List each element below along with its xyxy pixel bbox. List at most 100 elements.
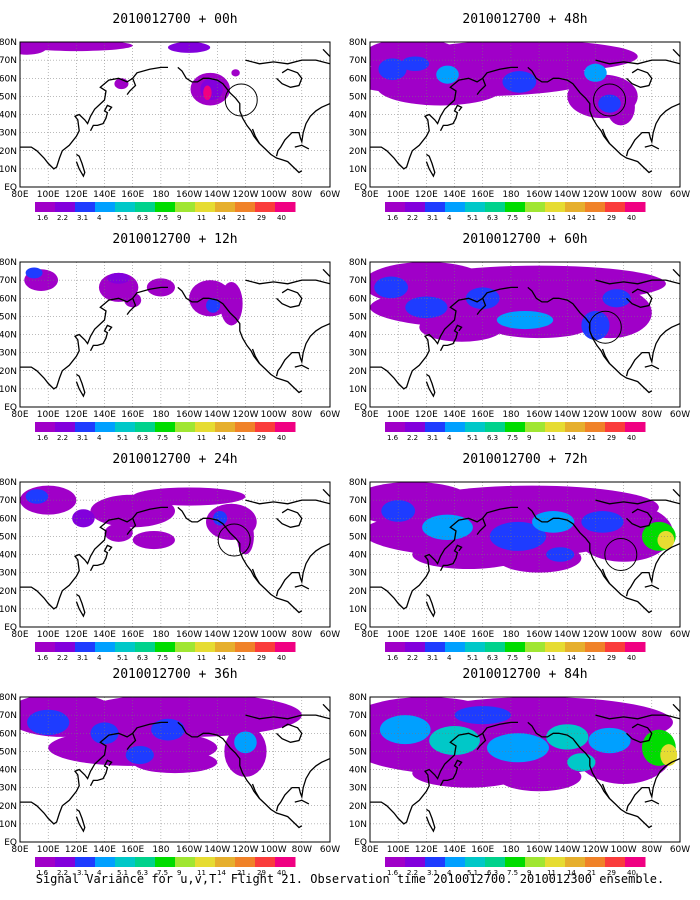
coastline: [177, 506, 303, 614]
colorbar-label: 7.5: [507, 214, 518, 222]
x-tick-label: 140E: [93, 190, 116, 200]
colorbar-label: 1.6: [387, 869, 399, 877]
x-tick-label: 100W: [261, 845, 287, 855]
colorbar-swatch: [35, 642, 56, 652]
colorbar-swatch: [115, 642, 136, 652]
coastline: [245, 59, 330, 65]
colorbar-label: 1.6: [387, 214, 399, 222]
y-tick-label: 40N: [0, 331, 17, 341]
coastline: [370, 721, 518, 825]
coastline: [251, 568, 261, 584]
coastline: [276, 288, 303, 308]
colorbar-swatch: [605, 642, 626, 652]
x-tick-label: 160W: [526, 845, 552, 855]
x-tick-label: 160E: [471, 845, 494, 855]
variance-contour: [167, 42, 211, 53]
x-tick-label: 120W: [582, 410, 608, 420]
colorbar-label: 1.6: [387, 434, 399, 442]
coastline: [476, 78, 487, 95]
colorbar-swatch: [425, 422, 446, 432]
colorbar-label: 3.1: [77, 214, 88, 222]
y-tick-label: 70N: [349, 496, 367, 506]
coastline: [626, 288, 653, 308]
variance-contour: [206, 298, 221, 313]
y-tick-label: 30N: [349, 784, 367, 794]
x-tick-label: 100E: [37, 190, 60, 200]
x-tick-label: 100E: [387, 845, 410, 855]
colorbar-label: 5.1: [117, 214, 128, 222]
y-tick-label: 50N: [0, 747, 17, 757]
colorbar-swatch: [485, 857, 506, 867]
colorbar-swatch: [195, 422, 216, 432]
colorbar-swatch: [55, 422, 76, 432]
x-tick-label: 60W: [670, 630, 690, 640]
coastline: [425, 593, 436, 618]
colorbar-swatch: [545, 202, 566, 212]
colorbar-label: 14: [217, 434, 226, 442]
x-tick-label: 140W: [554, 190, 580, 200]
colorbar-label: 6.3: [487, 434, 498, 442]
colorbar-label: 21: [587, 214, 596, 222]
y-tick-label: 60N: [349, 729, 367, 739]
variance-contour: [25, 489, 49, 504]
x-tick-label: 100W: [261, 630, 287, 640]
variance-contour: [104, 523, 133, 542]
x-tick-label: 160E: [471, 410, 494, 420]
colorbar-swatch: [195, 857, 216, 867]
colorbar-swatch: [565, 642, 586, 652]
map-frame: [19, 41, 331, 188]
variance-contour: [412, 540, 525, 569]
x-tick-label: 160E: [121, 410, 144, 420]
coastline: [601, 128, 611, 144]
colorbar-swatch: [625, 857, 646, 867]
colorbar-swatch: [485, 642, 506, 652]
colorbar-label: 14: [217, 214, 226, 222]
colorbar-swatch: [75, 642, 96, 652]
variance-contour: [220, 281, 243, 326]
x-tick-label: 140E: [443, 190, 466, 200]
map-panel: 2010012700 + 84h 80E 100E 120E 140E 160E 180 16…: [349, 667, 690, 877]
coastline: [251, 783, 261, 799]
colorbar-swatch: [135, 422, 156, 432]
colorbar-swatch: [525, 422, 546, 432]
x-tick-label: 160E: [121, 190, 144, 200]
x-tick-label: 180: [502, 190, 519, 200]
x-tick-label: 60W: [320, 630, 340, 640]
colorbar-label: 5.1: [467, 654, 478, 662]
x-tick-label: 80E: [361, 630, 378, 640]
colorbar-label: 3.1: [427, 434, 438, 442]
colorbar-swatch: [95, 642, 116, 652]
y-tick-label: 60N: [0, 294, 17, 304]
variance-contour: [581, 511, 624, 533]
x-tick-label: 120E: [65, 410, 88, 420]
y-tick-label: 20N: [0, 802, 17, 812]
coastline: [439, 324, 463, 352]
coastline: [89, 759, 113, 787]
variance-contour: [132, 751, 218, 774]
x-tick-label: 120E: [65, 845, 88, 855]
colorbar-label: 11: [547, 869, 556, 877]
x-tick-label: 100E: [387, 630, 410, 640]
coastline: [276, 508, 303, 528]
variance-contour: [486, 733, 549, 763]
colorbar-label: 14: [217, 654, 226, 662]
colorbar-label: 21: [237, 869, 246, 877]
coastline: [89, 104, 113, 132]
x-tick-label: 180: [152, 190, 169, 200]
y-tick-label: 30N: [0, 784, 17, 794]
map-frame: [369, 41, 681, 188]
colorbar-label: 14: [567, 654, 576, 662]
colorbar-label: 21: [237, 654, 246, 662]
y-tick-label: 70N: [0, 276, 17, 286]
colorbar-swatch: [135, 642, 156, 652]
x-tick-label: 120W: [232, 410, 258, 420]
variance-contour: [374, 276, 409, 299]
colorbar-swatch: [75, 422, 96, 432]
colorbar-swatch: [115, 857, 136, 867]
colorbar-label: 2.2: [57, 869, 68, 877]
coastline: [75, 593, 86, 618]
x-tick-label: 180: [152, 630, 169, 640]
colorbar-swatch: [545, 857, 566, 867]
colorbar-swatch: [215, 422, 236, 432]
colorbar-swatch: [505, 422, 526, 432]
